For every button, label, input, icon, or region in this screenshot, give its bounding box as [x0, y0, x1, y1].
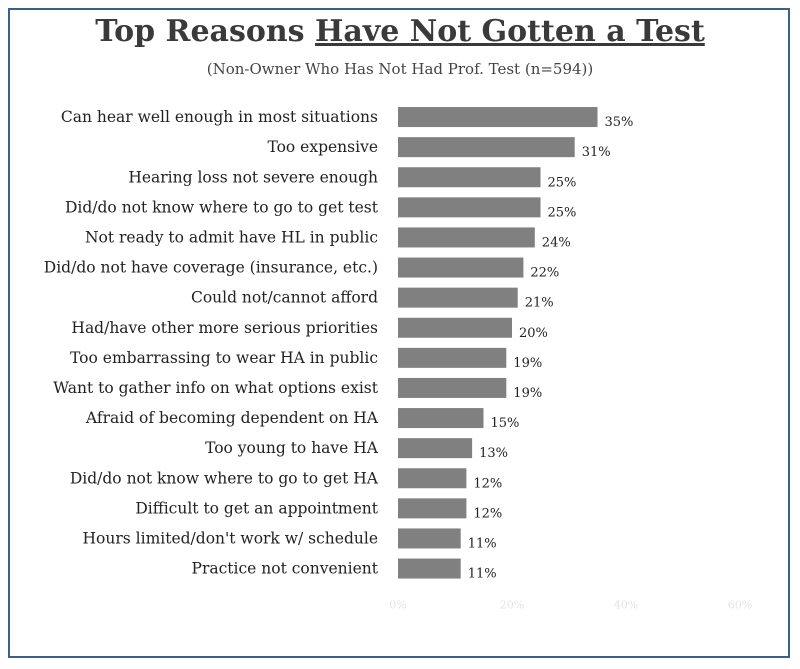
- bar: [398, 287, 518, 308]
- data-label: 20%: [519, 326, 548, 341]
- data-label: 13%: [479, 446, 508, 461]
- bar: [398, 468, 467, 489]
- category-label: Did/do not know where to go to get test: [65, 198, 379, 216]
- category-label: Hours limited/don't work w/ schedule: [83, 529, 378, 547]
- category-label: Did/do not know where to go to get HA: [70, 469, 379, 487]
- data-label: 24%: [542, 235, 571, 250]
- data-label: 31%: [582, 145, 611, 160]
- category-label: Did/do not have coverage (insurance, etc…: [44, 259, 378, 277]
- category-label: Hearing loss not severe enough: [128, 168, 378, 186]
- bar: [398, 408, 484, 429]
- data-label: 12%: [473, 506, 502, 521]
- x-tick-label: 40%: [614, 599, 638, 612]
- bar: [398, 107, 598, 128]
- category-label: Want to gather info on what options exis…: [53, 379, 379, 397]
- category-label: Practice not convenient: [192, 560, 379, 578]
- category-label: Afraid of becoming dependent on HA: [85, 409, 379, 427]
- chart-title: Top Reasons Have Not Gotten a Test: [0, 14, 800, 49]
- chart-title-underlined: Have Not Gotten a Test: [315, 14, 705, 49]
- bar: [398, 377, 507, 398]
- category-label: Too embarrassing to wear HA in public: [70, 349, 378, 367]
- bar: [398, 317, 512, 338]
- x-tick-label: 20%: [500, 599, 524, 612]
- category-label: Had/have other more serious priorities: [71, 319, 378, 337]
- data-label: 19%: [513, 386, 542, 401]
- data-label: 19%: [513, 356, 542, 371]
- data-label: 12%: [473, 476, 502, 491]
- data-label: 15%: [491, 416, 520, 431]
- bar: [398, 167, 541, 188]
- category-label: Too young to have HA: [205, 439, 379, 457]
- bar: [398, 438, 473, 459]
- x-tick-label: 60%: [728, 599, 752, 612]
- bar: [398, 137, 575, 158]
- bar: [398, 347, 507, 368]
- bar: [398, 257, 524, 278]
- bar: [398, 558, 461, 579]
- category-label: Can hear well enough in most situations: [61, 108, 378, 126]
- category-label: Not ready to admit have HL in public: [85, 228, 378, 246]
- bar: [398, 227, 535, 248]
- data-label: 25%: [548, 205, 577, 220]
- x-tick-label: 0%: [389, 599, 406, 612]
- data-label: 11%: [468, 567, 497, 582]
- data-label: 22%: [530, 266, 559, 281]
- chart-title-plain: Top Reasons: [95, 14, 316, 49]
- category-label: Difficult to get an appointment: [135, 499, 378, 517]
- data-label: 11%: [468, 536, 497, 551]
- category-label: Too expensive: [267, 138, 378, 156]
- bar: [398, 197, 541, 218]
- data-label: 35%: [605, 115, 634, 130]
- bar: [398, 528, 461, 549]
- bar: [398, 498, 467, 519]
- category-label: Could not/cannot afford: [191, 289, 378, 307]
- data-label: 21%: [525, 296, 554, 311]
- chart-subtitle: (Non-Owner Who Has Not Had Prof. Test (n…: [206, 60, 594, 78]
- data-label: 25%: [548, 175, 577, 190]
